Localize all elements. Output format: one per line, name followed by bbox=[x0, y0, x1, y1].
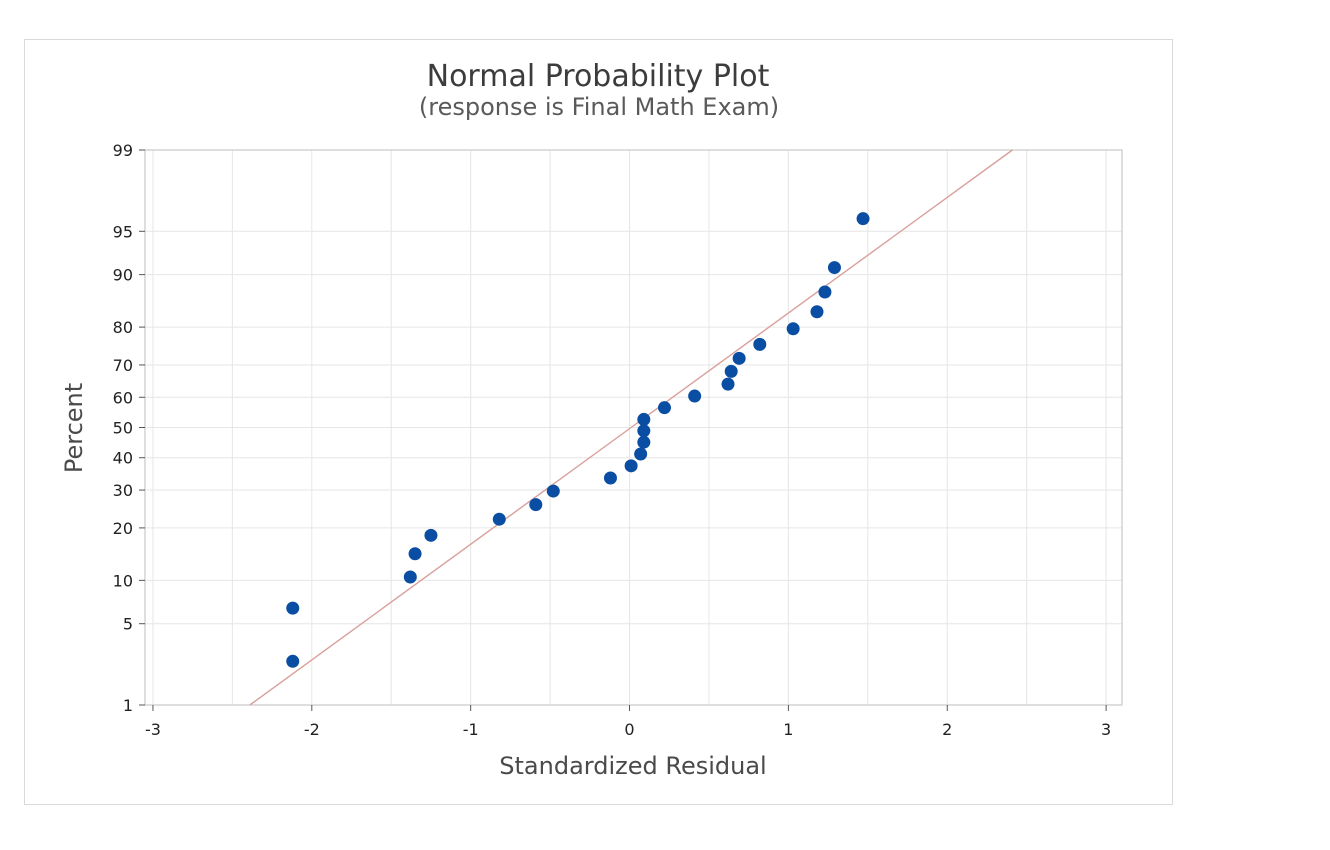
y-tick-label: 30 bbox=[113, 481, 133, 500]
data-point bbox=[408, 547, 422, 561]
x-tick-label: -3 bbox=[145, 720, 161, 739]
y-tick-label: 70 bbox=[113, 356, 133, 375]
x-tick-label: 0 bbox=[624, 720, 634, 739]
x-axis-label: Standardized Residual bbox=[499, 752, 766, 780]
data-point bbox=[810, 305, 824, 319]
y-tick-label: 40 bbox=[113, 449, 133, 468]
chart-title: Normal Probability Plot bbox=[427, 59, 770, 94]
data-point bbox=[732, 351, 746, 365]
data-point bbox=[786, 322, 800, 336]
data-point bbox=[634, 447, 648, 461]
data-point bbox=[286, 654, 300, 668]
fit-line bbox=[249, 149, 1013, 706]
chart-subtitle: (response is Final Math Exam) bbox=[419, 93, 779, 121]
data-point bbox=[818, 285, 832, 299]
data-point bbox=[753, 337, 767, 351]
data-point bbox=[688, 389, 702, 403]
data-point bbox=[624, 459, 638, 473]
x-tick-label: -2 bbox=[304, 720, 320, 739]
chart-frame bbox=[24, 39, 1173, 805]
y-tick-label: 60 bbox=[113, 388, 133, 407]
x-tick-label: 1 bbox=[783, 720, 793, 739]
x-tick-label: 2 bbox=[942, 720, 952, 739]
y-tick-label: 50 bbox=[113, 419, 133, 438]
data-point bbox=[637, 412, 651, 426]
data-point bbox=[286, 601, 300, 615]
data-point bbox=[637, 435, 651, 449]
data-point bbox=[603, 471, 617, 485]
plot-area: -3 -2 -1 0 1 2 3 1 5 10 20 30 40 50 60 70 80 90 95 99 bbox=[113, 141, 1123, 739]
y-tick-label: 5 bbox=[123, 615, 133, 634]
x-tick-label: 3 bbox=[1101, 720, 1111, 739]
data-point bbox=[724, 364, 738, 378]
data-point bbox=[856, 212, 870, 226]
data-point bbox=[492, 512, 506, 526]
y-tick-label: 90 bbox=[113, 266, 133, 285]
y-tick-label: 1 bbox=[123, 696, 133, 715]
data-point bbox=[546, 484, 560, 498]
data-point bbox=[403, 570, 417, 584]
data-point bbox=[529, 498, 543, 512]
y-tick-label: 20 bbox=[113, 519, 133, 538]
data-point bbox=[637, 424, 651, 438]
y-axis-label: Percent bbox=[60, 383, 88, 473]
data-point bbox=[721, 377, 735, 391]
data-point bbox=[827, 261, 841, 275]
data-point bbox=[424, 528, 438, 542]
y-tick-label: 80 bbox=[113, 318, 133, 337]
data-point bbox=[657, 401, 671, 415]
y-tick-label: 95 bbox=[113, 222, 133, 241]
x-tick-label: -1 bbox=[463, 720, 479, 739]
y-tick-label: 10 bbox=[113, 571, 133, 590]
y-tick-label: 99 bbox=[113, 141, 133, 160]
